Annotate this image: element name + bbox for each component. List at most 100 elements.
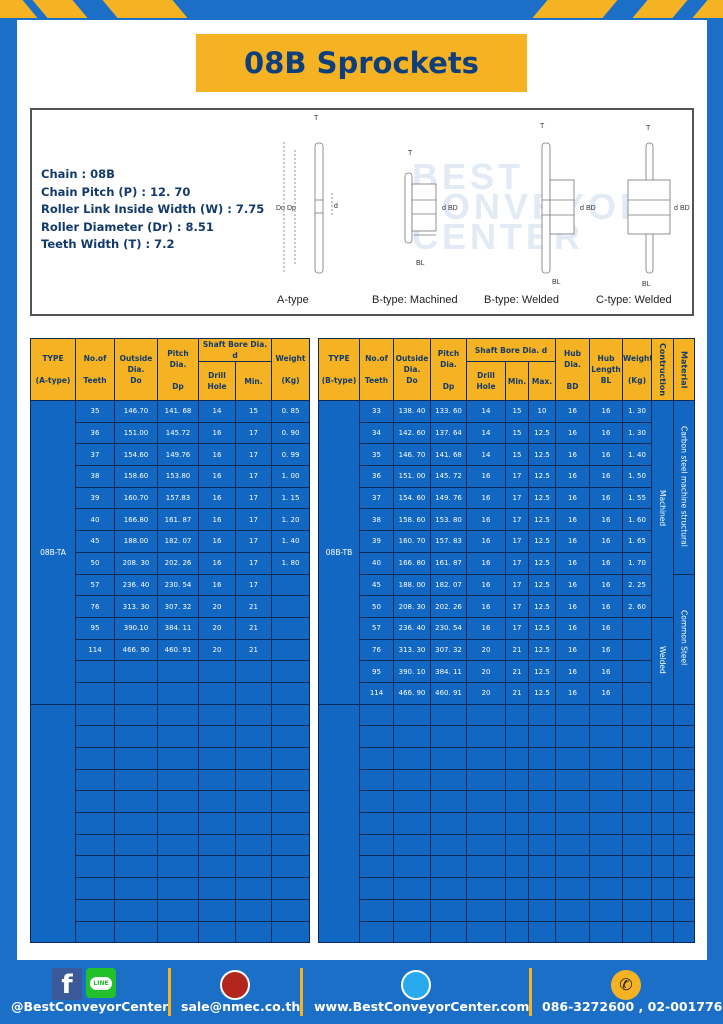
cell-outside-dia [114,768,158,792]
cell-hub-dia: 16 [555,530,590,553]
cell-weight [271,573,310,597]
table-row [30,703,310,944]
cell-weight: 1. 55 [622,486,652,510]
cell-pitch-dia [430,768,467,792]
header-drill-hole: Drill Hole [198,361,236,401]
social-handle[interactable]: @BestConveyorCenter [11,999,169,1014]
cell-hub-dia: 16 [555,443,590,467]
cell-teeth: 95 [359,660,394,683]
cell-min [505,920,529,944]
b-type-machined-diagram: T BL d BD [404,150,458,267]
cell-teeth: 45 [75,530,115,553]
cell-weight [622,725,652,748]
table-row: 50 208. 30 202. 26 16 17 12.5 16 16 2. 60 [319,595,695,618]
table-row [319,898,695,922]
header-teeth: No.of Teeth [75,338,115,401]
cell-teeth: 50 [75,551,115,575]
cell-pitch-dia: 149. 76 [430,486,467,510]
cell-drill-hole: 16 [198,551,236,575]
cell-weight [271,616,310,640]
header-teeth: No.of Teeth [359,338,394,401]
cell-hub-dia: 16 [555,508,590,532]
cell-min [505,768,529,792]
cell-teeth [75,768,115,792]
cell-max: 12.5 [528,530,556,553]
website-link[interactable]: www.BestConveyorCenter.com [314,999,530,1014]
cell-min: 17 [235,421,272,445]
spec-list: Chain : 08B Chain Pitch (P) : 12. 70 Rol… [41,166,264,254]
cell-hub-dia: 16 [555,638,590,662]
cell-hub-length: 16 [589,421,623,445]
cell-teeth [75,812,115,835]
cell-drill-hole [198,898,236,922]
cell-max: 12.5 [528,443,556,467]
header-type: TYPE (A-type) [30,338,76,401]
cell-teeth: 57 [75,573,115,597]
cell-outside-dia [114,747,158,770]
cell-weight: 2. 60 [622,595,652,618]
construction-cell-empty [651,768,674,792]
cell-drill-hole [198,877,236,900]
cell-pitch-dia: 141. 68 [157,400,199,423]
svg-text:d: d [580,205,584,212]
construction-cell-empty [651,898,674,922]
cell-pitch-dia: 133. 60 [430,400,467,423]
cell-min: 17 [235,486,272,510]
cell-weight [622,855,652,879]
cell-hub-length: 16 [589,573,623,597]
cell-min: 17 [505,595,529,618]
cell-drill-hole: 14 [466,400,506,423]
cell-hub-length: 16 [589,681,623,705]
cell-max [528,703,556,727]
cell-pitch-dia [430,877,467,900]
cell-min [235,898,272,922]
table-row: 76 313. 30 307. 32 20 21 12.5 16 16 [319,638,695,662]
cell-min: 15 [235,400,272,423]
email-link[interactable]: sale@nmec.co.th [181,999,301,1014]
table-row: 08B-TA 35 146.70 141. 68 14 15 0. 85 [30,400,310,705]
cell-hub-length [589,725,623,748]
cell-hub-dia: 16 [555,486,590,510]
cell-weight: 2. 25 [622,573,652,597]
cell-drill-hole [466,812,506,835]
cell-min [505,898,529,922]
cell-min [235,920,272,944]
cell-hub-dia [555,768,590,792]
cell-max [528,877,556,900]
cell-teeth [359,833,394,857]
cell-outside-dia: 390.10 [114,616,158,640]
cell-hub-dia [555,898,590,922]
cell-min [235,660,272,683]
cell-hub-length: 16 [589,660,623,683]
cell-min: 15 [505,421,529,445]
table-row: 36 151. 00 145. 72 16 17 12.5 16 16 1. 50 [319,465,695,488]
cell-min: 17 [505,530,529,553]
cell-weight: 1. 40 [271,530,310,553]
construction-cell-empty [651,725,674,748]
line-icon[interactable]: LINE [86,968,116,998]
cell-drill-hole [198,855,236,879]
cell-min [505,703,529,727]
cell-hub-length: 16 [589,508,623,532]
phone-numbers[interactable]: 086-3272600 , 02-0017766 [542,999,723,1014]
cell-pitch-dia: 384. 11 [157,616,199,640]
header-min: Min. [505,361,529,401]
cell-min [505,812,529,835]
cell-drill-hole: 16 [466,530,506,553]
cell-pitch-dia [157,790,199,814]
construction-cell-empty [651,855,674,879]
b-type-table: TYPE (B-type) No.of Teeth Outside Dia. Do Pi… [318,338,695,944]
header-material: Material [673,338,695,401]
svg-text:Do: Do [276,205,285,212]
cell-outside-dia [393,703,431,727]
facebook-icon[interactable]: f [52,968,82,1000]
cell-min: 21 [505,638,529,662]
divider [168,968,171,1016]
cell-pitch-dia: 230. 54 [157,573,199,597]
cell-pitch-dia: 141. 68 [430,443,467,467]
cell-pitch-dia: 182. 07 [157,530,199,553]
cell-teeth: 36 [75,421,115,445]
cell-weight [271,747,310,770]
cell-min: 21 [235,595,272,618]
sprocket-diagrams: T Do Dp d T BL d BD T BL d BD [276,115,690,288]
